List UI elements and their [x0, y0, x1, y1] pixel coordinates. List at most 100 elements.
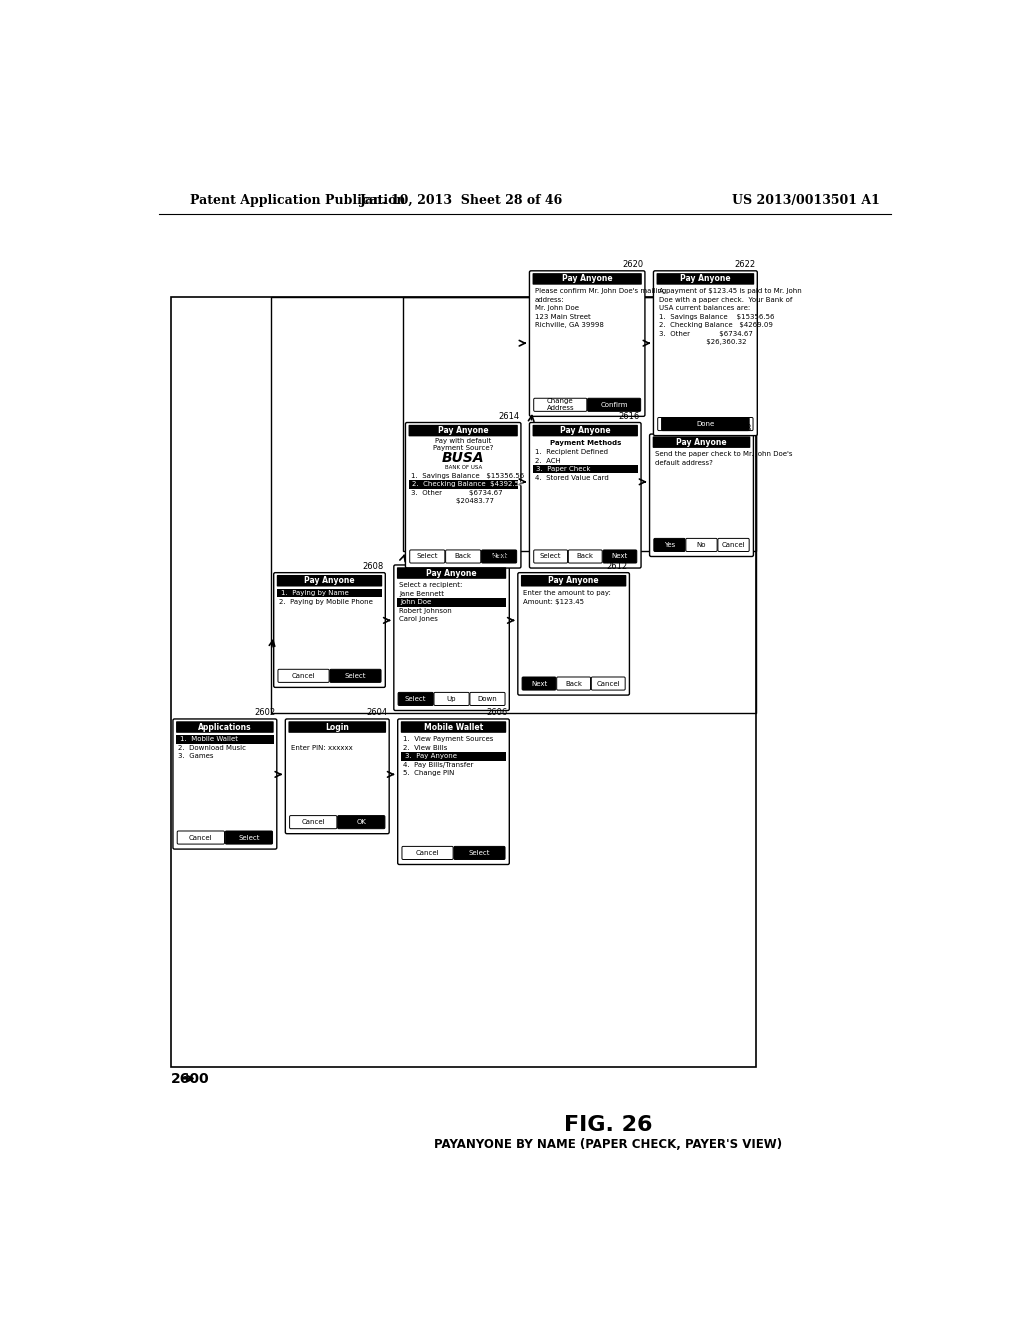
Text: USA current balances are:: USA current balances are: — [658, 305, 751, 312]
Text: 2.  Checking Balance  $4392.54: 2. Checking Balance $4392.54 — [413, 482, 524, 487]
Text: 1.  Mobile Wallet: 1. Mobile Wallet — [180, 737, 238, 742]
Text: Pay Anyone: Pay Anyone — [562, 275, 612, 284]
Text: Yes: Yes — [664, 543, 675, 548]
Text: Select: Select — [417, 553, 438, 560]
FancyBboxPatch shape — [286, 719, 389, 834]
FancyBboxPatch shape — [434, 693, 469, 705]
Text: Next: Next — [697, 421, 714, 428]
Text: Next: Next — [530, 681, 547, 686]
FancyBboxPatch shape — [654, 539, 685, 552]
FancyBboxPatch shape — [176, 735, 273, 743]
FancyBboxPatch shape — [400, 721, 506, 733]
FancyBboxPatch shape — [662, 417, 750, 430]
Text: 4.  Stored Value Card: 4. Stored Value Card — [535, 475, 608, 480]
Text: Pay Anyone: Pay Anyone — [560, 426, 610, 436]
Text: 1.  Savings Balance   $15356.56: 1. Savings Balance $15356.56 — [411, 473, 524, 479]
Text: 2614: 2614 — [499, 412, 519, 421]
Text: Pay Anyone: Pay Anyone — [548, 577, 599, 585]
FancyBboxPatch shape — [529, 271, 645, 416]
Text: 4.  Pay Bills/Transfer: 4. Pay Bills/Transfer — [403, 762, 473, 768]
Text: Mobile Wallet: Mobile Wallet — [424, 722, 483, 731]
FancyBboxPatch shape — [656, 273, 755, 285]
Text: Select: Select — [469, 850, 490, 855]
FancyBboxPatch shape — [410, 550, 444, 564]
Text: Cancel: Cancel — [722, 543, 745, 548]
Text: 2606: 2606 — [486, 709, 508, 718]
FancyBboxPatch shape — [330, 669, 381, 682]
Text: BUSA: BUSA — [442, 451, 484, 465]
FancyBboxPatch shape — [532, 425, 638, 437]
FancyBboxPatch shape — [338, 816, 385, 829]
Text: Select a recipient:: Select a recipient: — [399, 582, 463, 589]
FancyBboxPatch shape — [454, 846, 505, 859]
Text: 2.  View Bills: 2. View Bills — [403, 744, 447, 751]
Text: Pay Anyone: Pay Anyone — [680, 275, 731, 284]
FancyBboxPatch shape — [649, 434, 754, 557]
Text: John Doe: John Doe — [400, 599, 432, 606]
FancyBboxPatch shape — [603, 550, 637, 564]
Text: Back: Back — [565, 681, 582, 686]
FancyBboxPatch shape — [532, 273, 642, 285]
FancyBboxPatch shape — [529, 422, 641, 568]
Text: 1.  Recipient Defined: 1. Recipient Defined — [535, 449, 608, 455]
Text: 3.  Pay Anyone: 3. Pay Anyone — [404, 754, 457, 759]
Text: $20483.77: $20483.77 — [411, 499, 494, 504]
FancyBboxPatch shape — [177, 832, 224, 843]
Text: 3.  Games: 3. Games — [178, 754, 214, 759]
Text: Cancel: Cancel — [189, 834, 213, 841]
Text: 2618: 2618 — [731, 424, 752, 433]
Text: Cancel: Cancel — [596, 681, 621, 686]
Text: OK: OK — [356, 820, 367, 825]
FancyBboxPatch shape — [398, 693, 433, 705]
Text: 2600: 2600 — [171, 1072, 209, 1085]
Text: 2612: 2612 — [607, 562, 628, 572]
Text: Select: Select — [345, 673, 367, 678]
Text: BANK OF USA: BANK OF USA — [444, 465, 482, 470]
FancyBboxPatch shape — [397, 719, 509, 865]
Text: 2616: 2616 — [618, 412, 640, 421]
FancyBboxPatch shape — [657, 417, 753, 430]
Text: Select: Select — [239, 834, 260, 841]
FancyBboxPatch shape — [481, 550, 517, 564]
Text: 2.  Paying by Mobile Phone: 2. Paying by Mobile Phone — [280, 598, 373, 605]
Text: address:: address: — [535, 297, 564, 302]
Text: Next: Next — [611, 553, 628, 560]
FancyBboxPatch shape — [276, 576, 382, 586]
FancyBboxPatch shape — [534, 399, 587, 412]
Text: default address?: default address? — [655, 459, 713, 466]
Text: 1.  View Payment Sources: 1. View Payment Sources — [403, 737, 494, 742]
FancyBboxPatch shape — [397, 598, 506, 607]
Text: $26,360.32: $26,360.32 — [658, 339, 746, 345]
FancyBboxPatch shape — [400, 752, 506, 760]
Text: Mr. John Doe: Mr. John Doe — [535, 305, 579, 312]
FancyBboxPatch shape — [521, 576, 627, 586]
FancyBboxPatch shape — [718, 539, 750, 552]
Text: 1.  Savings Balance    $15356.56: 1. Savings Balance $15356.56 — [658, 314, 774, 319]
Text: Send the paper check to Mr. John Doe's: Send the paper check to Mr. John Doe's — [655, 451, 793, 458]
Text: 1.  Paying by Name: 1. Paying by Name — [281, 590, 348, 597]
FancyBboxPatch shape — [278, 669, 329, 682]
Text: FIG. 26: FIG. 26 — [564, 1115, 652, 1135]
Text: 5.  Change PIN: 5. Change PIN — [403, 771, 455, 776]
Text: 3.  Other            $6734.67: 3. Other $6734.67 — [411, 490, 503, 496]
Text: US 2013/0013501 A1: US 2013/0013501 A1 — [732, 194, 881, 207]
Text: 3.  Paper Check: 3. Paper Check — [537, 466, 591, 473]
Text: No: No — [696, 543, 707, 548]
FancyBboxPatch shape — [557, 677, 591, 690]
Text: Please confirm Mr. John Doe's mailing: Please confirm Mr. John Doe's mailing — [535, 288, 667, 294]
Text: Richville, GA 39998: Richville, GA 39998 — [535, 322, 604, 329]
Text: Pay Anyone: Pay Anyone — [304, 577, 354, 585]
FancyBboxPatch shape — [652, 437, 751, 447]
FancyBboxPatch shape — [588, 399, 641, 412]
Text: 2608: 2608 — [362, 562, 384, 572]
FancyBboxPatch shape — [568, 550, 602, 564]
Text: 2610: 2610 — [486, 554, 508, 564]
Text: Payment Methods: Payment Methods — [550, 440, 621, 446]
Text: Cancel: Cancel — [292, 673, 315, 678]
Text: Enter the amount to pay:: Enter the amount to pay: — [523, 590, 611, 597]
Text: 2604: 2604 — [367, 709, 388, 718]
FancyBboxPatch shape — [591, 677, 626, 690]
FancyBboxPatch shape — [534, 550, 567, 564]
Text: Carol Jones: Carol Jones — [399, 616, 438, 622]
FancyBboxPatch shape — [402, 846, 453, 859]
